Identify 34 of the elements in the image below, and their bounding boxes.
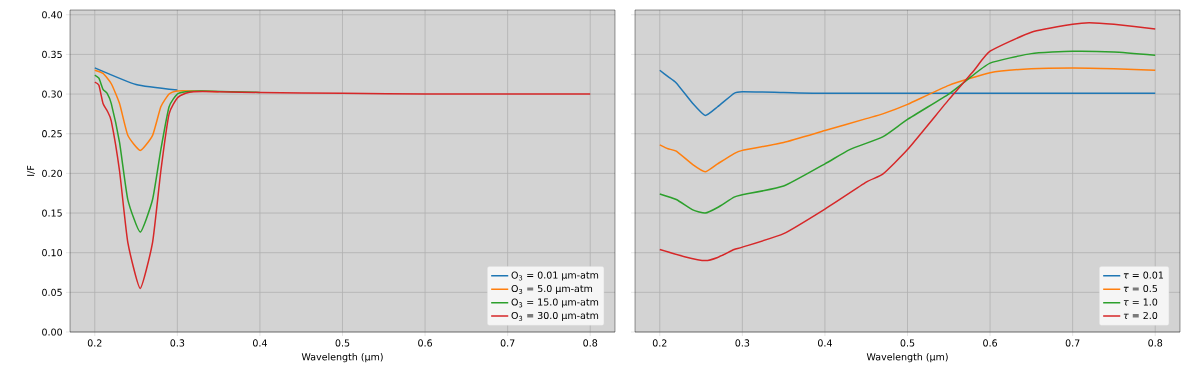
y-tick-label: 0.35 — [42, 50, 62, 59]
x-tick-label: 0.4 — [253, 339, 267, 347]
legend-label: O$_{3}$ = 30.0 μm-atm — [511, 311, 599, 321]
x-tick-label: 0.3 — [170, 339, 185, 347]
x-axis-title: Wavelength (μm) — [301, 353, 383, 363]
x-tick-label: 0.6 — [983, 339, 998, 347]
legend-label: τ = 1.0 — [1123, 298, 1158, 306]
y-tick-label: 0.10 — [42, 249, 62, 257]
legend-label: O$_{3}$ = 15.0 μm-atm — [511, 298, 599, 308]
x-tick-label: 0.6 — [418, 339, 433, 347]
x-tick-label: 0.5 — [335, 339, 350, 347]
x-tick-label: 0.7 — [500, 339, 515, 347]
x-tick-label: 0.7 — [1065, 339, 1080, 347]
x-axis-title: Wavelength (μm) — [866, 353, 948, 363]
y-tick-label: 0.30 — [42, 90, 62, 98]
x-tick-label: 0.8 — [1148, 339, 1163, 347]
y-tick-label: 0.20 — [42, 169, 62, 177]
x-tick-label: 0.5 — [900, 339, 915, 347]
legend-label: τ = 2.0 — [1123, 311, 1158, 320]
legend-label: τ = 0.5 — [1123, 284, 1158, 293]
legend-label: τ = 0.01 — [1123, 271, 1164, 279]
y-tick-label: 0.15 — [42, 209, 62, 217]
legend-label: O$_{3}$ = 5.0 μm-atm — [511, 284, 593, 294]
x-tick-label: 0.3 — [735, 339, 750, 347]
legend-label: O$_{3}$ = 0.01 μm-atm — [511, 271, 599, 281]
y-axis-title: I/F — [27, 165, 35, 176]
y-tick-label: 0.25 — [42, 130, 62, 138]
x-tick-label: 0.2 — [652, 339, 667, 347]
y-tick-label: 0.40 — [42, 11, 62, 19]
x-tick-label: 0.8 — [583, 339, 598, 347]
x-tick-label: 0.2 — [87, 339, 102, 347]
x-tick-label: 0.4 — [818, 339, 832, 347]
y-tick-label: 0.00 — [42, 328, 62, 336]
y-tick-label: 0.05 — [42, 288, 62, 296]
